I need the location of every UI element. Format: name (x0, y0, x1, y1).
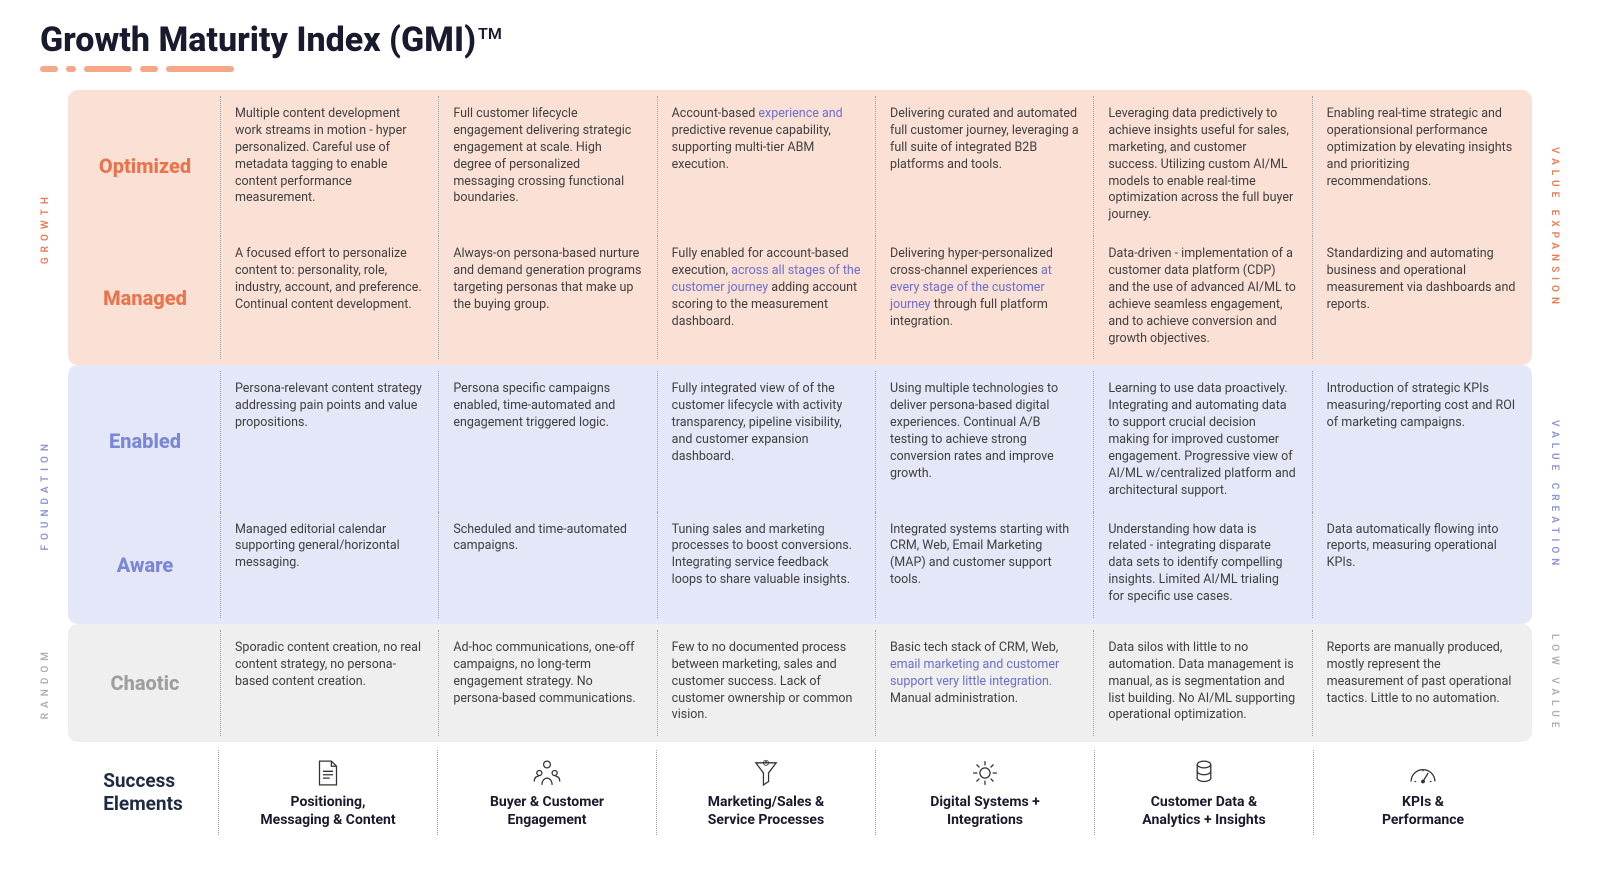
row-label-aware: Aware (70, 512, 220, 618)
cell-aware-col2: Scheduled and time-automated campaigns. (438, 512, 656, 618)
cell-chaotic-col3: Few to no documented process between mar… (657, 630, 875, 736)
trademark: TM (478, 24, 502, 43)
link-text: experience and (758, 106, 842, 121)
link-text: at every stage of the customer journey (890, 263, 1052, 312)
cell-chaotic-col1: Sporadic content creation, no real conte… (220, 630, 438, 736)
cell-chaotic-col6: Reports are manually produced, mostly re… (1312, 630, 1530, 736)
cell-aware-col3: Tuning sales and marketing processes to … (657, 512, 875, 618)
cell-chaotic-col2: Ad-hoc communications, one-off campaigns… (438, 630, 656, 736)
cell-chaotic-col5: Data silos with little to no automation.… (1093, 630, 1311, 736)
band-random: ChaoticSporadic content creation, no rea… (68, 624, 1532, 742)
link-text: across all stages of the customer journe… (672, 263, 861, 295)
gear-icon (876, 756, 1094, 790)
column-label: KPIs &Performance (1314, 794, 1532, 829)
cell-enabled-col5: Learning to use data proactively. Integr… (1093, 371, 1311, 511)
cell-optimized-col2: Full customer lifecycle engagement deliv… (438, 96, 656, 236)
column-label: Buyer & CustomerEngagement (438, 794, 656, 829)
cell-managed-col3: Fully enabled for account-based executio… (657, 236, 875, 359)
axis-left-random: RANDOM (40, 647, 51, 719)
band-growth: OptimizedMultiple content development wo… (68, 90, 1532, 365)
cell-optimized-col4: Delivering curated and automated full cu… (875, 96, 1093, 236)
column-label: Digital Systems +Integrations (876, 794, 1094, 829)
cell-managed-col1: A focused effort to personalize content … (220, 236, 438, 359)
column-col5: Customer Data &Analytics + Insights (1094, 750, 1313, 835)
column-label: Positioning,Messaging & Content (219, 794, 437, 829)
axis-right-low: LOW VALUE (1549, 634, 1560, 732)
row-label-managed: Managed (70, 236, 220, 359)
column-col4: Digital Systems +Integrations (875, 750, 1094, 835)
page-title: Growth Maturity Index (GMI)TM (40, 20, 1560, 60)
cell-managed-col5: Data-driven - implementation of a custom… (1093, 236, 1311, 359)
band-foundation: EnabledPersona-relevant content strategy… (68, 365, 1532, 624)
title-decor-dashes (40, 66, 1560, 72)
cell-enabled-col1: Persona-relevant content strategy addres… (220, 371, 438, 511)
decor-dash (84, 66, 132, 72)
row-label-enabled: Enabled (70, 371, 220, 511)
cell-optimized-col3: Account-based experience and predictive … (657, 96, 875, 236)
success-elements-row: SuccessElementsPositioning,Messaging & C… (68, 750, 1532, 835)
cell-enabled-col4: Using multiple technologies to deliver p… (875, 371, 1093, 511)
title-text: Growth Maturity Index (GMI) (40, 20, 476, 60)
people-icon (438, 756, 656, 790)
cell-aware-col6: Data automatically flowing into reports,… (1312, 512, 1530, 618)
cell-managed-col6: Standardizing and automating business an… (1312, 236, 1530, 359)
decor-dash (40, 66, 58, 72)
cell-enabled-col3: Fully integrated view of of the customer… (657, 371, 875, 511)
row-label-chaotic: Chaotic (70, 630, 220, 736)
gauge-icon (1314, 756, 1532, 790)
cell-enabled-col6: Introduction of strategic KPIs measuring… (1312, 371, 1530, 511)
cell-enabled-col2: Persona specific campaigns enabled, time… (438, 371, 656, 511)
db-icon (1095, 756, 1313, 790)
cell-optimized-col5: Leveraging data predictively to achieve … (1093, 96, 1311, 236)
row-label-optimized: Optimized (70, 96, 220, 236)
column-label: Customer Data &Analytics + Insights (1095, 794, 1313, 829)
decor-dash (166, 66, 234, 72)
column-col3: Marketing/Sales &Service Processes (656, 750, 875, 835)
doc-icon (219, 756, 437, 790)
axis-right-expansion: VALUE EXPANSION (1549, 147, 1560, 309)
cell-managed-col4: Delivering hyper-personalized cross-chan… (875, 236, 1093, 359)
cell-managed-col2: Always-on persona-based nurture and dema… (438, 236, 656, 359)
column-col2: Buyer & CustomerEngagement (437, 750, 656, 835)
success-elements-label: SuccessElements (68, 750, 218, 835)
column-col1: Positioning,Messaging & Content (218, 750, 437, 835)
cell-aware-col4: Integrated systems starting with CRM, We… (875, 512, 1093, 618)
axis-right-creation: VALUE CREATION (1549, 420, 1560, 570)
axis-left-foundation: FOUNDATION (40, 439, 51, 551)
decor-dash (66, 66, 76, 72)
cell-aware-col5: Understanding how data is related - inte… (1093, 512, 1311, 618)
column-label: Marketing/Sales &Service Processes (657, 794, 875, 829)
link-text: email marketing and customer support ver… (890, 657, 1059, 689)
cell-optimized-col1: Multiple content development work stream… (220, 96, 438, 236)
funnel-icon (657, 756, 875, 790)
cell-optimized-col6: Enabling real-time strategic and operati… (1312, 96, 1530, 236)
column-col6: KPIs &Performance (1313, 750, 1532, 835)
axis-left-growth: GROWTH (40, 192, 51, 264)
decor-dash (140, 66, 158, 72)
cell-aware-col1: Managed editorial calendar supporting ge… (220, 512, 438, 618)
cell-chaotic-col4: Basic tech stack of CRM, Web, email mark… (875, 630, 1093, 736)
maturity-grid: OptimizedMultiple content development wo… (68, 90, 1532, 742)
